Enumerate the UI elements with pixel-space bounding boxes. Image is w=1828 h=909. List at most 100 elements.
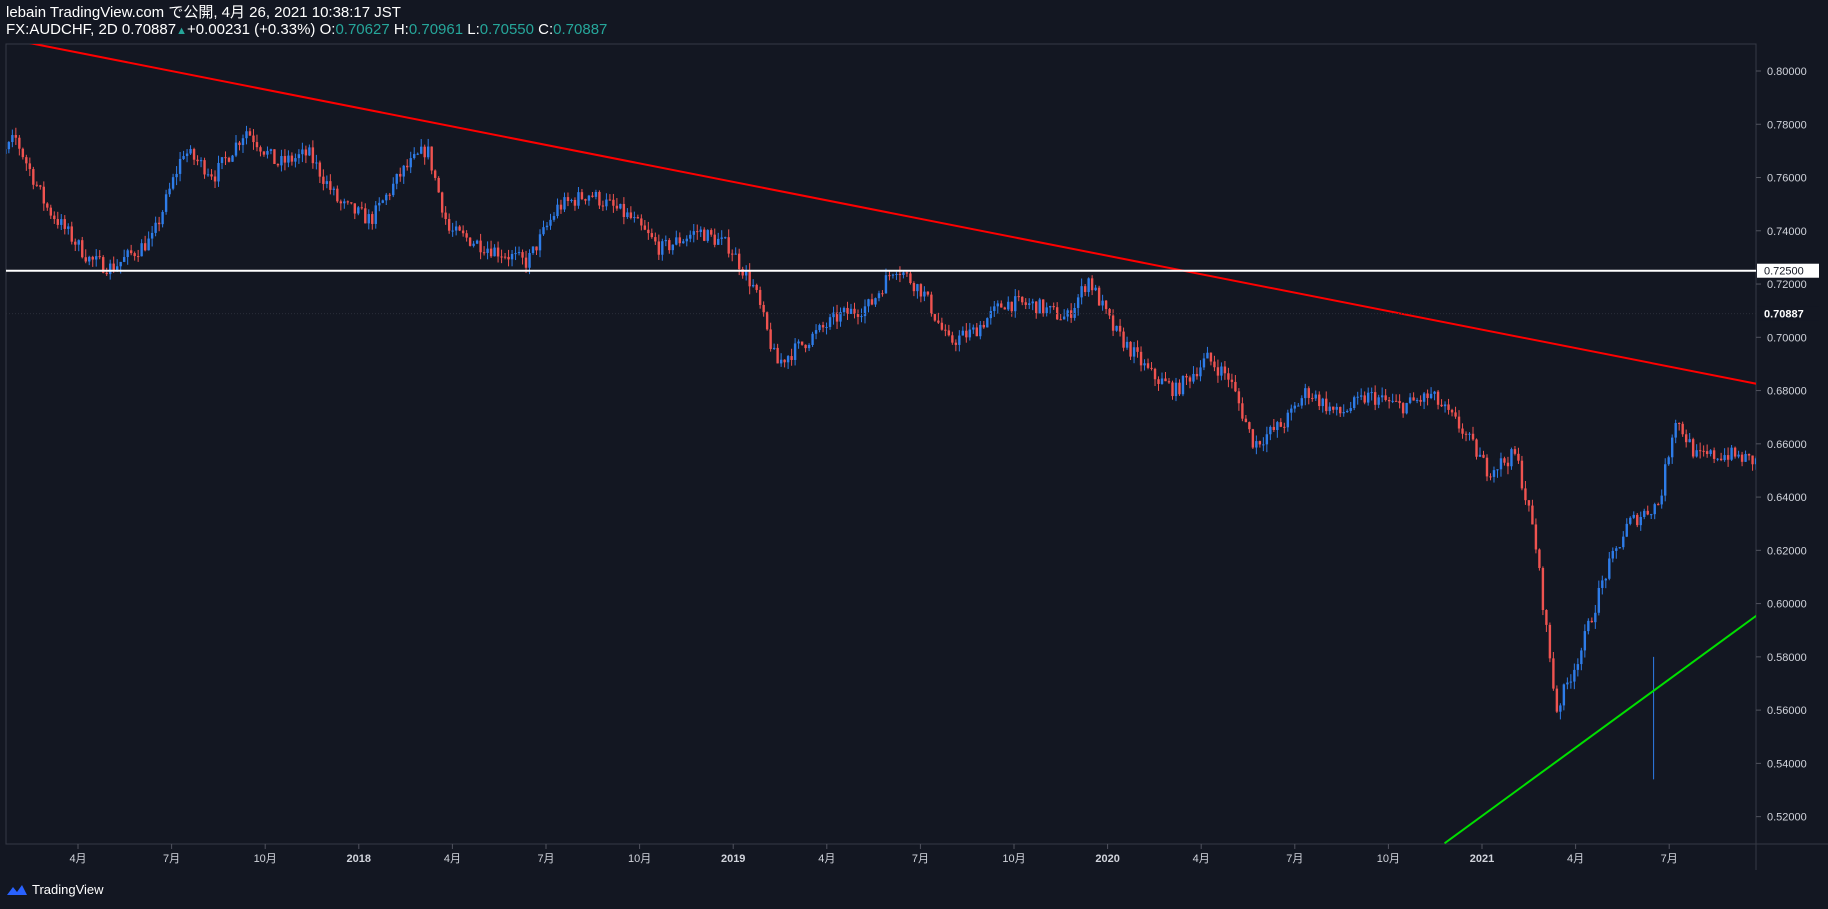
candle-body bbox=[1146, 363, 1150, 368]
time-tick-label: 4月 bbox=[818, 853, 835, 865]
candle-body bbox=[542, 227, 545, 235]
time-tick-label: 7月 bbox=[537, 853, 554, 865]
candle-body bbox=[413, 154, 416, 159]
candle-body bbox=[580, 192, 584, 200]
candle-body bbox=[1311, 397, 1314, 399]
candle-body bbox=[1083, 286, 1087, 293]
candle-body bbox=[308, 147, 311, 156]
candle-body bbox=[161, 211, 164, 225]
candle-body bbox=[1143, 363, 1146, 366]
price-axis[interactable]: 0.52000 0.54000 0.56000 0.58000 0.60000 0.620… bbox=[1756, 66, 1819, 824]
symbol-interval[interactable]: FX:AUDCHF, 2D bbox=[6, 21, 118, 38]
candle-body bbox=[451, 230, 454, 232]
candle-body bbox=[217, 162, 220, 182]
candle-body bbox=[276, 163, 280, 166]
footer-brand[interactable]: TradingView bbox=[6, 882, 104, 897]
candle-body bbox=[1730, 447, 1733, 460]
candle-body bbox=[1454, 412, 1457, 417]
price-tick-label: 0.62000 bbox=[1767, 545, 1807, 557]
candle-body bbox=[322, 176, 325, 184]
candle-body bbox=[654, 237, 657, 242]
candle-body bbox=[1339, 406, 1342, 414]
candle-body bbox=[874, 298, 877, 305]
candle-body bbox=[1688, 439, 1691, 443]
candle-body bbox=[1583, 631, 1587, 651]
candle-body bbox=[856, 313, 860, 317]
candle-body bbox=[713, 234, 716, 245]
candle-body bbox=[636, 217, 640, 219]
candle-body bbox=[1681, 423, 1684, 435]
candle-body bbox=[399, 173, 402, 177]
candle-body bbox=[238, 142, 241, 146]
candle-body bbox=[783, 359, 786, 363]
candle-body bbox=[1496, 469, 1499, 471]
candle-body bbox=[888, 275, 891, 277]
candle-body bbox=[528, 252, 531, 268]
candle-body bbox=[1440, 404, 1443, 407]
candle-body bbox=[1384, 395, 1387, 400]
candle-body bbox=[21, 148, 25, 158]
candle-body bbox=[1691, 439, 1695, 457]
candle-body bbox=[343, 201, 346, 204]
candle-body bbox=[357, 207, 360, 214]
candle-body bbox=[136, 256, 140, 258]
candle-body bbox=[1290, 408, 1293, 413]
candle-body bbox=[1636, 514, 1639, 526]
candle-body bbox=[1227, 373, 1230, 380]
candle-body bbox=[937, 320, 940, 323]
candle-body bbox=[769, 329, 772, 349]
candle-body bbox=[989, 311, 992, 319]
candle-body bbox=[1007, 301, 1010, 310]
candle-body bbox=[1422, 393, 1426, 402]
candle-body bbox=[468, 237, 472, 246]
candle-body bbox=[143, 243, 147, 251]
candle-body bbox=[1723, 455, 1726, 461]
candle-body bbox=[266, 150, 269, 155]
candle-body bbox=[860, 316, 863, 318]
candle-body bbox=[133, 253, 136, 257]
candle-body bbox=[1307, 388, 1310, 398]
candle-body bbox=[350, 202, 353, 204]
candle-body bbox=[35, 184, 39, 186]
candle-body bbox=[1527, 500, 1531, 506]
candle-body bbox=[1719, 458, 1723, 461]
candle-body bbox=[301, 149, 304, 155]
candle-body bbox=[556, 204, 559, 217]
candle-body bbox=[1129, 341, 1132, 357]
candle-body bbox=[535, 246, 538, 251]
level-price-tag-label: 0.72500 bbox=[1764, 266, 1804, 278]
candle-body bbox=[1090, 278, 1094, 291]
candle-body bbox=[1573, 669, 1576, 682]
candle-body bbox=[329, 181, 332, 190]
candle-body bbox=[563, 197, 566, 210]
candle-body bbox=[1667, 457, 1670, 465]
candle-body bbox=[1506, 462, 1510, 467]
candle-body bbox=[1262, 444, 1265, 446]
candle-body bbox=[1618, 547, 1621, 549]
candle-body bbox=[1468, 433, 1471, 435]
time-tick-label: 7月 bbox=[1661, 853, 1678, 865]
candle-body bbox=[482, 252, 486, 254]
candle-body bbox=[1115, 325, 1118, 331]
candle-body bbox=[1670, 437, 1674, 458]
candle-body bbox=[1559, 705, 1562, 712]
candle-body bbox=[32, 169, 35, 185]
time-tick-label: 4月 bbox=[444, 853, 461, 865]
resistance-trendline bbox=[29, 44, 1756, 385]
time-axis[interactable]: 4月 7月 10月 2018 4月 7月 10月 2019 4月 7月 10月 2020 4月 7月 10月… bbox=[69, 844, 1678, 865]
candle-body bbox=[416, 153, 419, 155]
tradingview-logo-icon bbox=[7, 884, 27, 895]
candle-body bbox=[800, 341, 804, 345]
candle-body bbox=[1489, 476, 1492, 478]
candle-body bbox=[521, 252, 524, 258]
candle-body bbox=[1192, 373, 1195, 382]
candle-body bbox=[622, 203, 626, 217]
time-tick-label: 10月 bbox=[628, 853, 651, 865]
brand-label: TradingView bbox=[32, 882, 104, 897]
candle-body bbox=[731, 253, 734, 255]
candle-body bbox=[1332, 406, 1335, 410]
candle-body bbox=[1436, 391, 1440, 405]
candle-body bbox=[234, 142, 238, 156]
candle-body bbox=[1520, 460, 1524, 489]
